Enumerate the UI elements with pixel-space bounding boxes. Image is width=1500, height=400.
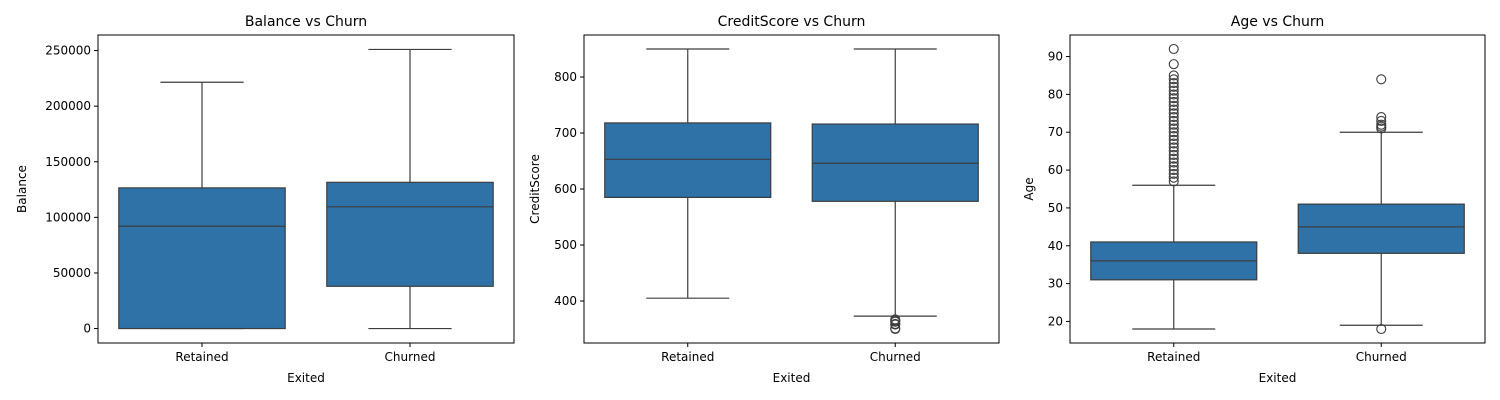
outlier-point-churned — [1376, 323, 1387, 335]
outlier-point-retained — [1168, 123, 1179, 134]
outlier-point-retained — [1168, 165, 1179, 176]
box-churned — [1297, 203, 1465, 254]
outlier-point-retained — [1168, 168, 1179, 179]
outlier-point-retained — [1168, 96, 1179, 108]
outlier-point-retained — [1168, 115, 1179, 126]
outlier-point-churned — [1376, 74, 1387, 85]
outlier-point-retained — [1168, 149, 1179, 160]
outlier-point-retained — [1168, 119, 1179, 130]
y-tick-label: 200000 — [45, 99, 91, 113]
outlier-point-retained — [1168, 89, 1179, 100]
outlier-point-retained — [1168, 157, 1179, 168]
x-tick-label: Retained — [661, 350, 714, 364]
outlier-point-churned — [1376, 115, 1387, 126]
outlier-point-retained — [1168, 43, 1179, 55]
outlier-point-retained — [1168, 74, 1179, 85]
outlier-point-churned — [890, 314, 901, 325]
y-tick-label: 100000 — [45, 210, 91, 224]
y-tick-label: 60 — [1048, 163, 1063, 177]
outlier-point-retained — [1168, 130, 1179, 142]
y-tick-label: 250000 — [45, 44, 91, 58]
outlier-point-retained — [1168, 142, 1179, 153]
box-retained — [604, 122, 772, 199]
x-tick-label: Churned — [1356, 350, 1407, 364]
y-tick-label: 70 — [1048, 125, 1063, 139]
x-tick-label: Churned — [385, 350, 436, 364]
y-tick-label: 30 — [1048, 277, 1063, 291]
y-tick-label: 0 — [83, 322, 91, 336]
y-tick-label: 500 — [554, 238, 577, 252]
outlier-point-retained — [1168, 172, 1179, 183]
y-tick-label: 50 — [1048, 201, 1063, 215]
outlier-point-retained — [1168, 93, 1179, 104]
outlier-point-churned — [1376, 119, 1387, 130]
outlier-point-retained — [1168, 138, 1179, 149]
x-axis-label: Exited — [773, 371, 811, 385]
outlier-point-retained — [1168, 100, 1179, 111]
outlier-point-churned — [1376, 112, 1387, 123]
outlier-point-retained — [1168, 161, 1179, 172]
y-tick-label: 400 — [554, 294, 577, 308]
y-axis-label: Age — [1022, 177, 1036, 200]
outlier-point-retained — [1168, 70, 1179, 81]
outlier-point-retained — [1168, 85, 1179, 96]
outlier-point-retained — [1168, 81, 1179, 92]
chart-title: CreditScore vs Churn — [718, 14, 866, 30]
y-tick-label: 20 — [1048, 314, 1063, 328]
outlier-point-retained — [1168, 146, 1179, 157]
y-tick-label: 700 — [554, 126, 577, 140]
outlier-point-retained — [1168, 78, 1179, 89]
outlier-point-retained — [1168, 108, 1179, 119]
x-tick-label: Retained — [1147, 350, 1200, 364]
outlier-point-retained — [1168, 112, 1179, 123]
box-churned — [326, 181, 494, 287]
x-tick-label: Retained — [175, 350, 228, 364]
x-axis-label: Exited — [1259, 371, 1297, 385]
y-tick-label: 800 — [554, 70, 577, 84]
x-tick-label: Churned — [870, 350, 921, 364]
outlier-point-retained — [1168, 134, 1179, 145]
x-axis-label: Exited — [287, 371, 325, 385]
outlier-point-retained — [1168, 153, 1179, 164]
outlier-point-retained — [1168, 176, 1179, 187]
y-tick-label: 150000 — [45, 155, 91, 169]
y-axis-label: Balance — [15, 165, 29, 213]
y-tick-label: 50000 — [53, 266, 91, 280]
outlier-point-retained — [1168, 104, 1179, 115]
chart-title: Balance vs Churn — [245, 14, 367, 30]
y-tick-label: 40 — [1048, 239, 1063, 253]
y-tick-label: 90 — [1048, 50, 1063, 64]
y-tick-label: 600 — [554, 182, 577, 196]
plot-frame — [1069, 34, 1486, 344]
plot-frame — [97, 34, 515, 344]
box-retained — [118, 187, 286, 330]
y-axis-label: CreditScore — [528, 154, 542, 224]
outlier-point-retained — [1168, 127, 1179, 138]
y-tick-label: 80 — [1048, 87, 1063, 101]
chart-title: Age vs Churn — [1231, 14, 1324, 30]
outlier-point-retained — [1168, 59, 1179, 70]
